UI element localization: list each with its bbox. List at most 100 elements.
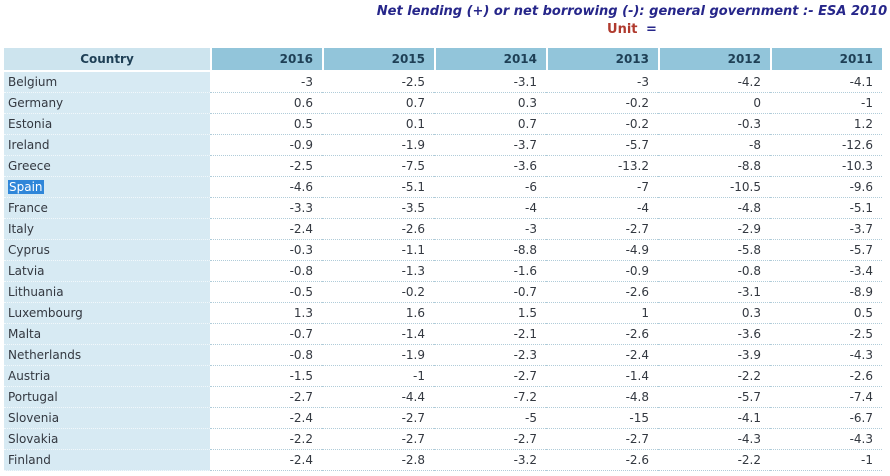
page-title: Net lending (+) or net borrowing (-): ge… xyxy=(376,4,888,19)
value-cell: -0.8 xyxy=(658,261,770,282)
value-cell: -2.4 xyxy=(210,408,322,429)
value-cell: 0.1 xyxy=(322,114,434,135)
value-cell: -2.2 xyxy=(658,366,770,387)
country-cell: Estonia xyxy=(4,114,210,135)
value-cell: -4.3 xyxy=(658,429,770,450)
value-cell: -4 xyxy=(546,198,658,219)
value-cell: 1 xyxy=(546,303,658,324)
value-cell: -7.5 xyxy=(322,156,434,177)
value-cell: -3.7 xyxy=(770,219,882,240)
value-cell: -4.8 xyxy=(658,198,770,219)
value-cell: -8 xyxy=(658,135,770,156)
country-cell: Latvia xyxy=(4,261,210,282)
country-cell: Belgium xyxy=(4,72,210,93)
value-cell: -4.3 xyxy=(770,345,882,366)
unit-line: Unit = xyxy=(374,22,890,38)
value-cell: -2.7 xyxy=(322,429,434,450)
value-cell: -5 xyxy=(434,408,546,429)
value-cell: -5.7 xyxy=(770,240,882,261)
table-row: Latvia -0.8 -1.3 -1.6 -0.9 -0.8 -3.4 xyxy=(4,261,882,282)
country-cell: Finland xyxy=(4,450,210,471)
value-cell: -5.1 xyxy=(770,198,882,219)
table-row: Germany 0.6 0.7 0.3 -0.2 0 -1 xyxy=(4,93,882,114)
value-cell: -12.6 xyxy=(770,135,882,156)
value-cell: -0.9 xyxy=(210,135,322,156)
value-cell: -3.6 xyxy=(658,324,770,345)
column-header-year-2014[interactable]: 2014 xyxy=(434,48,546,72)
value-cell: -3 xyxy=(546,72,658,93)
value-cell: -7.4 xyxy=(770,387,882,408)
value-cell: -3.3 xyxy=(210,198,322,219)
value-cell: -4.9 xyxy=(546,240,658,261)
value-cell: -2.7 xyxy=(434,429,546,450)
value-cell: -4.6 xyxy=(210,177,322,198)
table-row: Slovenia -2.4 -2.7 -5 -15 -4.1 -6.7 xyxy=(4,408,882,429)
column-header-year-2016[interactable]: 2016 xyxy=(210,48,322,72)
value-cell: -2.7 xyxy=(210,387,322,408)
column-header-year-2012[interactable]: 2012 xyxy=(658,48,770,72)
value-cell: -5.8 xyxy=(658,240,770,261)
value-cell: 0.5 xyxy=(210,114,322,135)
column-header-year-2013[interactable]: 2013 xyxy=(546,48,658,72)
value-cell: -3.9 xyxy=(658,345,770,366)
table-header: Country 2016 2015 2014 2013 2012 2011 xyxy=(4,48,882,72)
unit-equals-sign: = xyxy=(646,22,657,37)
value-cell: -4 xyxy=(434,198,546,219)
table-row: Belgium -3 -2.5 -3.1 -3 -4.2 -4.1 xyxy=(4,72,882,93)
column-header-year-2011[interactable]: 2011 xyxy=(770,48,882,72)
table-row: Netherlands -0.8 -1.9 -2.3 -2.4 -3.9 -4.3 xyxy=(4,345,882,366)
value-cell: -0.8 xyxy=(210,261,322,282)
value-cell: 0.3 xyxy=(434,93,546,114)
column-header-country[interactable]: Country xyxy=(4,48,210,72)
column-header-year-2015[interactable]: 2015 xyxy=(322,48,434,72)
value-cell: -7 xyxy=(546,177,658,198)
value-cell: -8.8 xyxy=(434,240,546,261)
value-cell: 0 xyxy=(658,93,770,114)
value-cell: -5.1 xyxy=(322,177,434,198)
value-cell: -1.1 xyxy=(322,240,434,261)
table-row: Slovakia -2.2 -2.7 -2.7 -2.7 -4.3 -4.3 xyxy=(4,429,882,450)
value-cell: 0.7 xyxy=(434,114,546,135)
country-cell: France xyxy=(4,198,210,219)
table-row: Italy -2.4 -2.6 -3 -2.7 -2.9 -3.7 xyxy=(4,219,882,240)
value-cell: -4.3 xyxy=(770,429,882,450)
value-cell: -0.3 xyxy=(210,240,322,261)
unit-label: Unit xyxy=(607,22,638,37)
value-cell: -1 xyxy=(770,93,882,114)
value-cell: -1.6 xyxy=(434,261,546,282)
value-cell: -4.8 xyxy=(546,387,658,408)
value-cell: -1 xyxy=(770,450,882,471)
value-cell: -0.2 xyxy=(546,114,658,135)
value-cell: -0.3 xyxy=(658,114,770,135)
value-cell: -2.6 xyxy=(546,282,658,303)
value-cell: -3.4 xyxy=(770,261,882,282)
table-row: France -3.3 -3.5 -4 -4 -4.8 -5.1 xyxy=(4,198,882,219)
value-cell: -3.5 xyxy=(322,198,434,219)
table-row: Malta -0.7 -1.4 -2.1 -2.6 -3.6 -2.5 xyxy=(4,324,882,345)
value-cell: 0.6 xyxy=(210,93,322,114)
value-cell: -4.1 xyxy=(770,72,882,93)
value-cell: -3 xyxy=(434,219,546,240)
country-cell: Malta xyxy=(4,324,210,345)
table-body: Belgium -3 -2.5 -3.1 -3 -4.2 -4.1 Germany 0.6 0.7… xyxy=(4,72,882,471)
value-cell: -3.7 xyxy=(434,135,546,156)
value-cell: -1.3 xyxy=(322,261,434,282)
value-cell: -0.9 xyxy=(546,261,658,282)
value-cell: 0.3 xyxy=(658,303,770,324)
value-cell: -2.7 xyxy=(434,366,546,387)
value-cell: -9.6 xyxy=(770,177,882,198)
value-cell: -4.2 xyxy=(658,72,770,93)
value-cell: -8.8 xyxy=(658,156,770,177)
value-cell: -2.2 xyxy=(658,450,770,471)
value-cell: -2.6 xyxy=(770,366,882,387)
value-cell: -7.2 xyxy=(434,387,546,408)
country-cell: Slovenia xyxy=(4,408,210,429)
value-cell: -0.5 xyxy=(210,282,322,303)
value-cell: -2.6 xyxy=(322,219,434,240)
country-cell: Cyprus xyxy=(4,240,210,261)
value-cell: -1 xyxy=(322,366,434,387)
value-cell: -6.7 xyxy=(770,408,882,429)
value-cell: -5.7 xyxy=(658,387,770,408)
value-cell: -2.7 xyxy=(546,429,658,450)
table-row: Austria -1.5 -1 -2.7 -1.4 -2.2 -2.6 xyxy=(4,366,882,387)
